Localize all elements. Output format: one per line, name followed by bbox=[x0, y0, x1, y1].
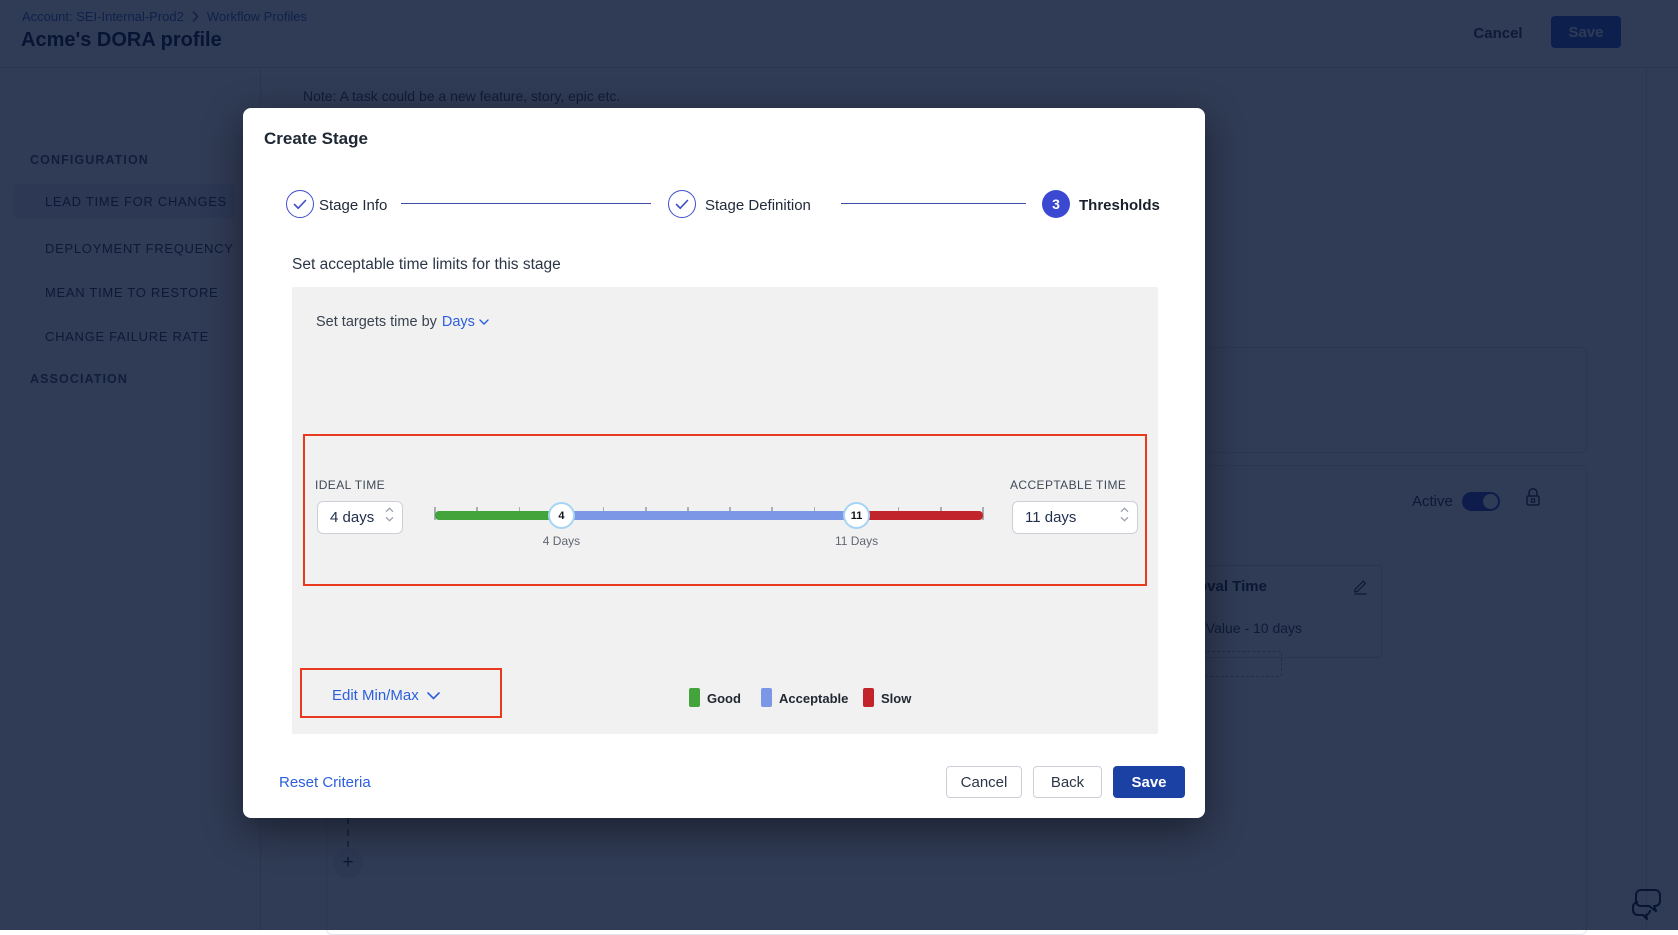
legend-swatch bbox=[761, 688, 772, 707]
legend-label-slow: Slow bbox=[881, 691, 912, 706]
create-stage-modal: Create Stage Stage Info Stage Definition… bbox=[243, 108, 1205, 818]
legend-label-acceptable: Acceptable bbox=[779, 691, 849, 706]
modal-cancel-button[interactable]: Cancel bbox=[946, 766, 1022, 798]
slider-handle-acceptable[interactable]: 11 bbox=[843, 502, 871, 529]
ideal-time-label: IDEAL TIME bbox=[315, 478, 386, 492]
modal-back-button[interactable]: Back bbox=[1033, 766, 1102, 798]
acceptable-time-label: ACCEPTABLE TIME bbox=[1010, 478, 1127, 492]
step-2-label[interactable]: Stage Definition bbox=[705, 197, 811, 214]
set-targets-row: Set targets time by Days bbox=[316, 314, 489, 330]
threshold-track[interactable]: 4 4 Days 11 11 Days bbox=[434, 502, 984, 548]
modal-save-button[interactable]: Save bbox=[1113, 766, 1185, 798]
step-1-label[interactable]: Stage Info bbox=[319, 197, 388, 214]
step-3-label[interactable]: Thresholds bbox=[1079, 197, 1160, 214]
edit-minmax-button[interactable]: Edit Min/Max bbox=[332, 687, 440, 704]
zone-good bbox=[435, 511, 562, 520]
legend-label-good: Good bbox=[707, 691, 741, 706]
time-unit-value: Days bbox=[441, 314, 475, 330]
decrement-button[interactable] bbox=[385, 516, 394, 522]
reset-criteria-link[interactable]: Reset Criteria bbox=[279, 774, 371, 791]
acceptable-time-field bbox=[1012, 501, 1138, 534]
decrement-button[interactable] bbox=[1120, 516, 1129, 522]
increment-button[interactable] bbox=[1120, 507, 1129, 513]
step-connector-2 bbox=[841, 203, 1026, 204]
slider-handle-ideal-label: 4 Days bbox=[542, 534, 581, 548]
acceptable-time-input[interactable] bbox=[1025, 502, 1115, 533]
track-tick bbox=[982, 507, 984, 520]
edit-minmax-label: Edit Min/Max bbox=[332, 687, 419, 704]
ideal-time-field bbox=[317, 501, 403, 534]
set-targets-prefix: Set targets time by bbox=[316, 314, 437, 330]
slider-handle-ideal[interactable]: 4 bbox=[547, 502, 575, 529]
legend-swatch bbox=[863, 688, 874, 707]
check-icon bbox=[675, 199, 689, 209]
step-2-complete-circle[interactable] bbox=[668, 190, 696, 218]
chevron-down-icon bbox=[426, 691, 440, 700]
ideal-time-input[interactable] bbox=[330, 502, 380, 533]
ideal-time-stepper bbox=[385, 507, 394, 522]
time-unit-dropdown[interactable]: Days bbox=[442, 314, 489, 330]
slider-handle-acceptable-label: 11 Days bbox=[834, 534, 879, 548]
zone-slow bbox=[856, 511, 983, 520]
increment-button[interactable] bbox=[385, 507, 394, 513]
check-icon bbox=[293, 199, 307, 209]
step-3-active-circle[interactable]: 3 bbox=[1042, 190, 1070, 218]
step-connector-1 bbox=[401, 203, 651, 204]
legend-swatch bbox=[689, 688, 700, 707]
chevron-down-icon bbox=[479, 319, 489, 325]
step-1-complete-circle[interactable] bbox=[286, 190, 314, 218]
modal-title: Create Stage bbox=[264, 129, 368, 148]
acceptable-time-stepper bbox=[1120, 507, 1129, 522]
zone-acceptable bbox=[561, 511, 857, 520]
thresholds-heading: Set acceptable time limits for this stag… bbox=[292, 256, 561, 273]
